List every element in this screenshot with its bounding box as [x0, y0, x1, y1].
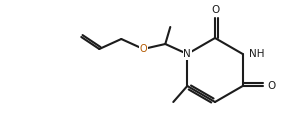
Text: O: O — [139, 44, 147, 54]
Text: N: N — [183, 49, 191, 59]
Text: O: O — [268, 81, 276, 91]
Text: NH: NH — [249, 49, 264, 59]
Text: O: O — [211, 5, 219, 15]
